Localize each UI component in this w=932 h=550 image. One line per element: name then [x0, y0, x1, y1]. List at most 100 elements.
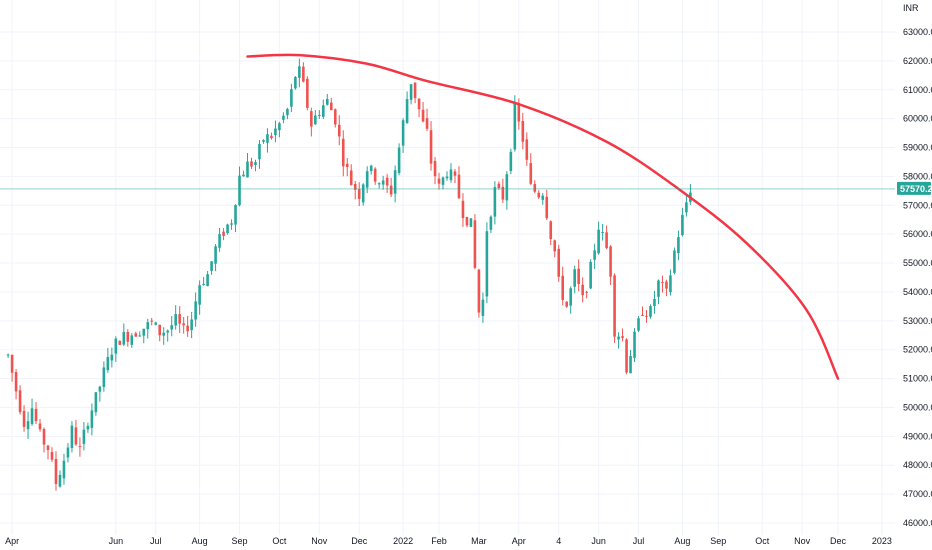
candle-body	[94, 392, 98, 413]
candle-body	[537, 192, 541, 198]
candle	[669, 269, 672, 296]
candle-body	[389, 185, 393, 195]
candle	[493, 181, 497, 225]
candle	[14, 369, 18, 400]
candle	[689, 184, 692, 205]
candle-body	[609, 246, 612, 277]
candle	[649, 304, 652, 319]
candle	[389, 177, 393, 198]
candle-body	[365, 171, 369, 188]
candle	[322, 99, 325, 119]
y-tick-label: 48000.00	[903, 460, 932, 470]
candle-body	[138, 335, 142, 337]
candle-body	[505, 174, 509, 201]
candle-body	[126, 331, 130, 342]
candle-body	[62, 460, 66, 479]
candle	[585, 290, 588, 299]
candle	[230, 219, 233, 230]
candle	[369, 164, 373, 175]
candle	[549, 220, 553, 246]
candle	[437, 172, 441, 190]
candle	[345, 157, 349, 177]
candle-body	[250, 161, 253, 167]
candle-body	[170, 325, 173, 330]
x-tick-label: Jun	[109, 536, 124, 546]
y-tick-label: 52000.00	[903, 345, 932, 355]
candle-body	[553, 240, 557, 252]
time-axis[interactable]: Apr Jun Jul Aug Sep Oct Nov Dec 2022 Feb Mar Apr 4 Ju…	[5, 536, 892, 546]
candle-body	[577, 268, 580, 284]
candle-body	[238, 175, 241, 206]
candle-body	[485, 231, 489, 297]
candle-body	[266, 134, 269, 143]
candle	[146, 318, 150, 339]
candle	[142, 328, 146, 344]
candle-body	[74, 427, 78, 445]
candle-body	[206, 274, 209, 287]
candle-body	[385, 177, 389, 186]
y-tick-label: 53000.00	[903, 316, 932, 326]
candle-body	[158, 324, 162, 336]
candle	[222, 228, 225, 241]
candle-body	[501, 186, 505, 200]
candle-body	[102, 367, 106, 387]
candle-body	[322, 105, 325, 117]
candle	[533, 180, 537, 194]
candle-body	[190, 319, 193, 331]
candle	[429, 121, 433, 171]
y-tick-label: 62000.00	[903, 56, 932, 66]
candle-body	[90, 410, 94, 428]
candle-body	[282, 115, 285, 120]
candle	[182, 316, 185, 334]
candle	[98, 385, 102, 402]
candle	[150, 317, 154, 326]
candle	[393, 165, 397, 203]
candle-body	[22, 410, 26, 427]
candle	[541, 192, 545, 205]
candle	[66, 443, 70, 463]
candle	[114, 336, 118, 362]
x-tick-label: Sep	[232, 536, 248, 546]
candle-body	[477, 269, 481, 313]
candle-body	[146, 322, 150, 330]
y-tick-label: 55000.00	[903, 258, 932, 268]
y-tick-label: 56000.00	[903, 229, 932, 239]
candle	[86, 422, 90, 433]
candle-body	[677, 237, 680, 254]
candle-body	[545, 196, 549, 219]
candle-body	[421, 109, 425, 122]
candle-body	[393, 170, 397, 194]
candle-body	[353, 183, 357, 190]
candle	[54, 451, 58, 491]
candle-body	[318, 114, 321, 116]
candle	[102, 361, 106, 392]
candle	[633, 328, 636, 362]
candle-body	[489, 216, 493, 230]
price-axis[interactable]: 63000.00 62000.00 61000.00 60000.00 59000.00…	[903, 27, 932, 528]
candle	[349, 164, 353, 186]
candle	[214, 243, 217, 272]
candle-body	[669, 275, 672, 293]
y-tick-label: 61000.00	[903, 85, 932, 95]
x-tick-label: Aug	[192, 536, 208, 546]
candle-body	[326, 98, 329, 105]
candle	[489, 215, 493, 234]
candle-body	[465, 216, 469, 226]
candle	[461, 193, 465, 227]
candle	[473, 214, 477, 270]
candle-body	[413, 82, 417, 99]
candle-body	[222, 231, 225, 236]
candle	[525, 132, 529, 166]
candle-body	[286, 109, 289, 116]
x-tick-label: Oct	[272, 536, 287, 546]
candle-body	[38, 423, 42, 430]
candle-body	[529, 163, 533, 184]
candle	[278, 121, 281, 138]
candle-body	[134, 333, 138, 337]
candle-body	[585, 291, 588, 293]
candle	[673, 247, 676, 275]
currency-label: INR	[903, 3, 919, 13]
x-tick-label: Dec	[830, 536, 847, 546]
x-tick-label: Jun	[591, 536, 606, 546]
